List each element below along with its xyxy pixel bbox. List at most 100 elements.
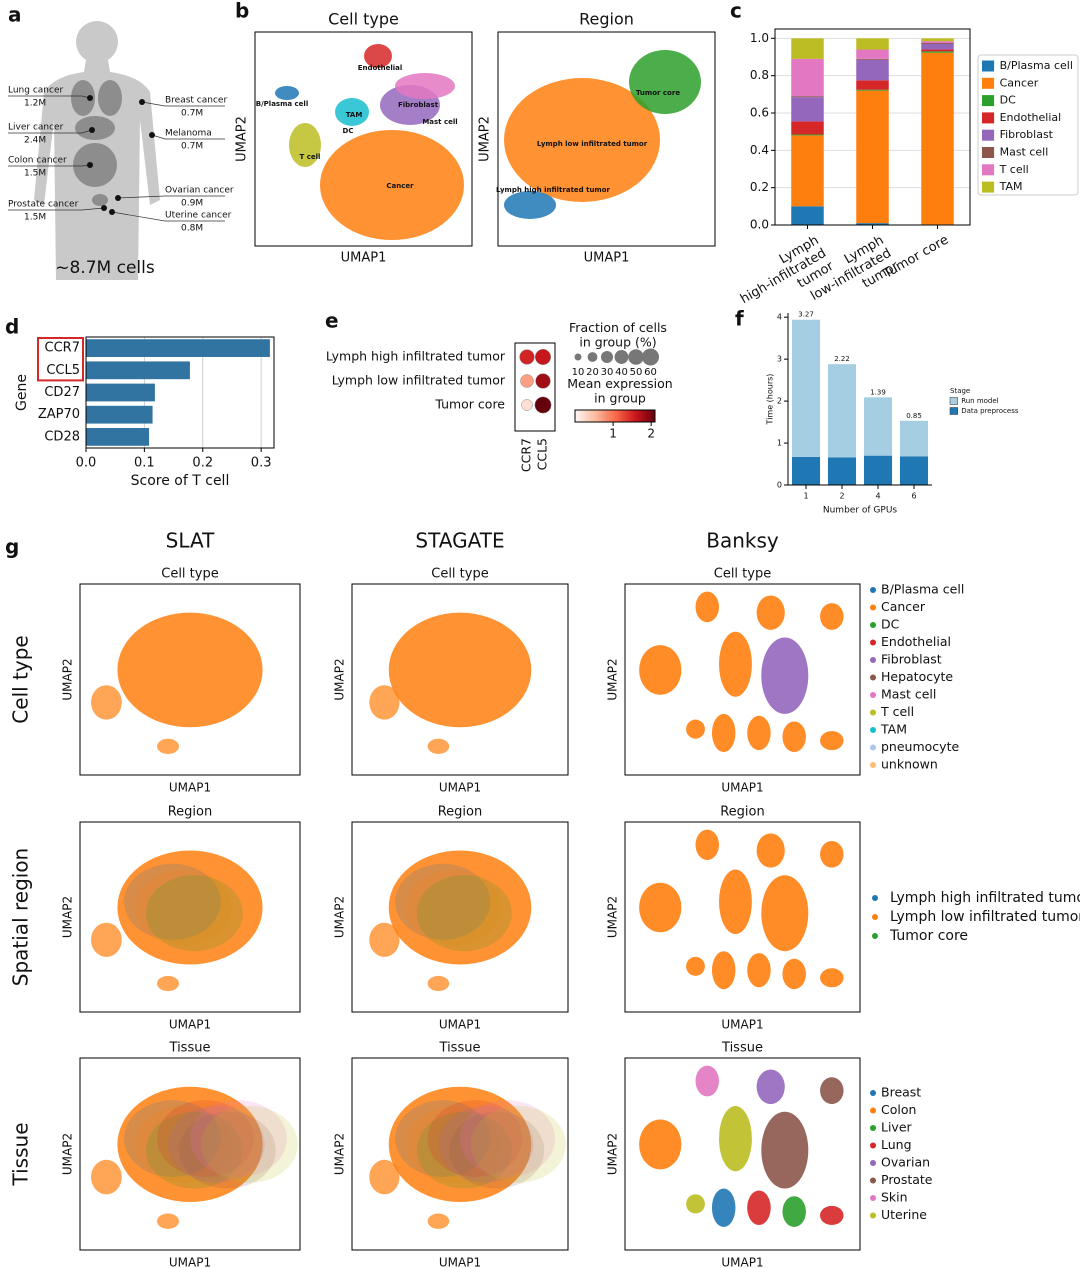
organ-dot <box>89 127 95 133</box>
bar <box>86 383 155 402</box>
colorbar-cell <box>577 410 580 422</box>
bar-segment <box>791 38 824 59</box>
colorbar-cell <box>641 410 644 422</box>
colorbar-cell <box>595 410 598 422</box>
plot-frame <box>624 821 861 1013</box>
umap-cluster <box>686 1194 705 1214</box>
legend-label: T cell <box>999 163 1029 176</box>
colorbar-cell <box>631 410 634 422</box>
umap-cluster <box>711 1188 736 1227</box>
y-axis-label: Gene <box>14 374 30 411</box>
legend-marker <box>870 709 876 716</box>
umap-cluster <box>761 1111 809 1189</box>
colorbar-cell <box>605 410 608 422</box>
colorbar-cell <box>637 410 640 422</box>
legend-swatch <box>982 60 995 72</box>
umap-cluster <box>504 78 660 202</box>
colorbar-cell <box>619 410 622 422</box>
y-tick-label: 0.2 <box>750 180 769 194</box>
legend-label: Fibroblast <box>1000 128 1054 141</box>
umap-cluster <box>747 1190 771 1226</box>
x-axis-label: UMAP1 <box>439 1256 481 1268</box>
y-tick-label: 0 <box>777 481 782 490</box>
leader-line <box>111 211 166 222</box>
colorbar-cell <box>639 410 642 422</box>
umap-cluster <box>157 975 179 992</box>
umap-cloud <box>146 1111 243 1189</box>
organ <box>73 143 117 187</box>
bar-segment <box>791 97 824 122</box>
y-tick-label: 3 <box>777 355 782 364</box>
colorbar-cell <box>625 410 628 422</box>
umap-cluster <box>427 1213 450 1229</box>
umap-cluster <box>91 685 122 720</box>
bar <box>86 339 270 357</box>
bar-segment <box>827 364 857 458</box>
y-tick-label: 4 <box>777 313 782 322</box>
colorbar-cell <box>591 410 594 422</box>
umap-cluster <box>289 123 321 167</box>
umap-cluster <box>719 631 752 697</box>
legend-label: B/Plasma cell <box>881 582 964 597</box>
x-axis-label: Number of GPUs <box>823 506 898 516</box>
legend-swatch <box>982 164 995 176</box>
colorbar-cell <box>599 410 602 422</box>
umap-cloud <box>135 869 232 946</box>
colorbar-cell <box>593 410 596 422</box>
umap-cluster <box>782 958 806 990</box>
bar-segment <box>791 456 821 485</box>
legend-swatch <box>949 407 958 415</box>
umap-cloud <box>168 1106 265 1183</box>
method-title: Banksy <box>706 529 779 553</box>
umap-cluster <box>761 637 809 714</box>
organ-dot <box>101 205 107 211</box>
legend-marker <box>870 762 876 768</box>
legend-label: Breast <box>881 1085 921 1100</box>
umap-cluster <box>629 50 701 114</box>
y-axis-label: UMAP2 <box>606 1133 620 1175</box>
organ-name: Uterine cancer <box>165 211 232 221</box>
colorbar-cell <box>651 410 654 422</box>
umap-cluster <box>275 86 299 100</box>
row-title: Spatial region <box>9 848 33 986</box>
organ-name: Liver cancer <box>8 123 64 133</box>
panel-label: g <box>5 535 19 559</box>
bar-segment <box>856 38 889 50</box>
y-tick-label: 1.0 <box>750 31 769 45</box>
legend-title: Fraction of cells in group (%) <box>569 320 667 349</box>
leader-line <box>117 195 166 199</box>
colorbar-tick-label: 2 <box>647 427 655 441</box>
legend-marker <box>870 622 876 628</box>
legend-marker <box>870 1160 876 1166</box>
colorbar-cell <box>633 410 636 422</box>
umap-cluster <box>427 738 450 754</box>
legend-label: Hepatocyte <box>881 669 953 684</box>
value-label: 3.27 <box>798 311 814 319</box>
bar-segment <box>856 90 889 224</box>
legend-marker <box>870 674 876 681</box>
legend-marker <box>870 727 876 733</box>
organ-cells: 2.4M <box>24 136 46 146</box>
umap-cloud <box>449 1111 545 1189</box>
organ-cells: 0.9M <box>181 199 203 209</box>
colorbar-cell <box>601 410 604 422</box>
umap-cluster <box>711 951 736 990</box>
cluster-label: Lymph high infiltrated tumor <box>496 186 611 194</box>
umap-cluster <box>639 645 682 695</box>
size-legend-label: 20 <box>586 367 599 378</box>
umap-cluster <box>695 829 719 860</box>
y-axis-label: UMAP2 <box>606 896 620 938</box>
umap-cloud <box>416 1111 512 1189</box>
colorbar-cell <box>643 410 646 422</box>
umap-cluster <box>504 191 556 219</box>
plot-title: Tissue <box>439 1041 481 1056</box>
y-tick-label: 0.0 <box>750 218 769 232</box>
umap-cloud <box>416 875 512 952</box>
umap-cloud <box>201 1106 298 1183</box>
plot-frame <box>254 31 473 247</box>
cluster-label: Lymph low infiltrated tumor <box>537 140 648 148</box>
plot-title: Region <box>438 805 483 820</box>
colorbar-cell <box>653 410 656 422</box>
plot-frame <box>624 583 861 776</box>
size-legend-dot <box>614 350 629 364</box>
